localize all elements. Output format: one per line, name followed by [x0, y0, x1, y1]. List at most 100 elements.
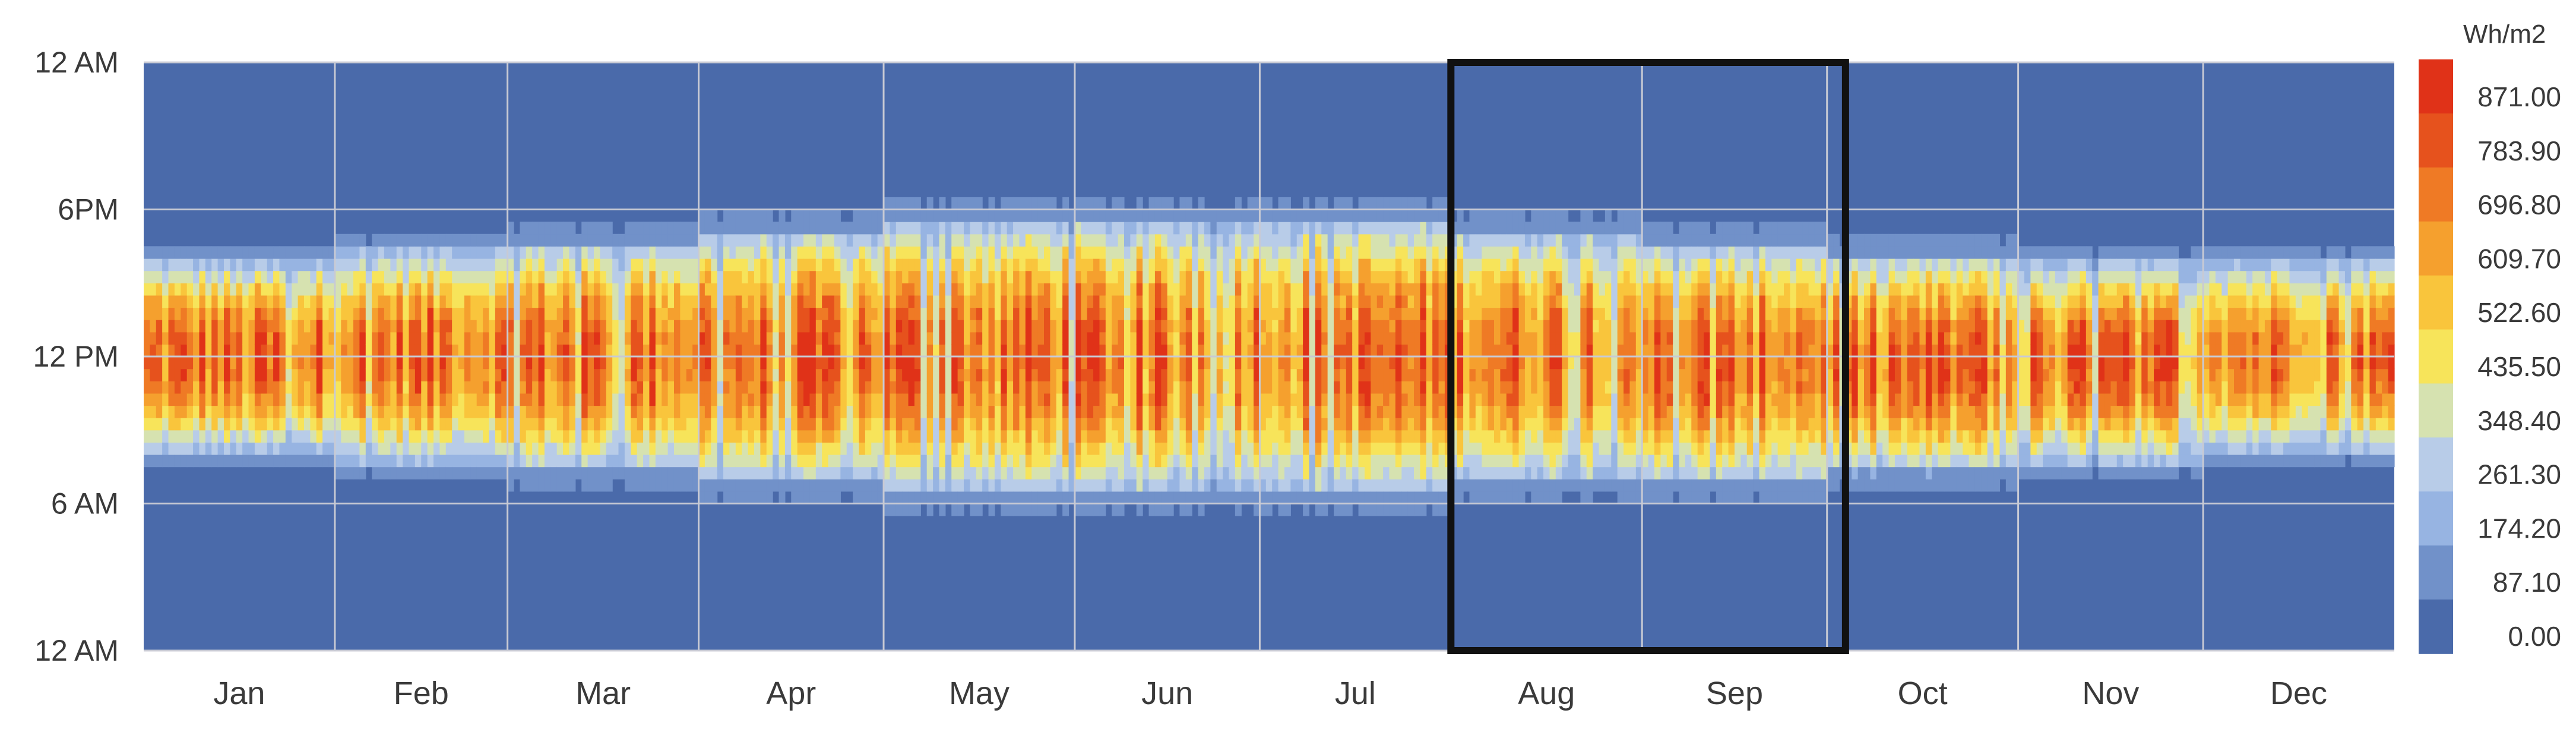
- heatmap-cell: [1013, 332, 1020, 345]
- heatmap-cell: [144, 246, 150, 259]
- heatmap-cell: [600, 455, 607, 468]
- heatmap-cell: [174, 246, 181, 259]
- heatmap-cell: [334, 307, 341, 320]
- heatmap-cell: [1025, 466, 1032, 479]
- heatmap-cell: [1376, 368, 1384, 381]
- heatmap-cell: [1265, 246, 1273, 259]
- heatmap-cell: [797, 295, 804, 308]
- heatmap-cell: [1488, 455, 1495, 468]
- heatmap-cell: [797, 393, 804, 406]
- heatmap-cell: [594, 258, 600, 272]
- heatmap-cell: [1482, 320, 1489, 333]
- heatmap-cell: [884, 197, 891, 210]
- heatmap-cell: [322, 381, 330, 394]
- heatmap-cell: [254, 381, 261, 394]
- heatmap-cell: [1309, 491, 1316, 504]
- heatmap-cell: [445, 418, 452, 431]
- heatmap-cell: [1315, 295, 1322, 308]
- heatmap-cell: [631, 466, 638, 479]
- heatmap-cell: [162, 368, 169, 381]
- heatmap-cell: [1062, 209, 1069, 222]
- heatmap-cell: [359, 455, 366, 468]
- heatmap-cell: [1401, 307, 1409, 320]
- heatmap-cell: [1358, 258, 1365, 272]
- heatmap-cell: [902, 270, 909, 283]
- heatmap-cell: [1185, 222, 1192, 235]
- heatmap-cell: [1463, 356, 1470, 370]
- heatmap-cell: [322, 270, 330, 283]
- heatmap-cell: [754, 368, 761, 381]
- heatmap-cell: [631, 344, 638, 357]
- heatmap-cell: [359, 466, 366, 479]
- heatmap-cell: [729, 368, 736, 381]
- heatmap-cell: [686, 393, 693, 406]
- heatmap-cell: [723, 455, 730, 468]
- heatmap-cell: [970, 466, 977, 479]
- heatmap-cell: [920, 283, 928, 296]
- heatmap-cell: [495, 466, 502, 479]
- heatmap-cell: [1056, 442, 1063, 455]
- heatmap-cell: [631, 246, 638, 259]
- heatmap-cell: [1401, 466, 1409, 479]
- heatmap-cell: [526, 307, 533, 320]
- heatmap-cell: [834, 491, 841, 504]
- heatmap-cell: [877, 332, 884, 345]
- heatmap-cell: [414, 332, 422, 345]
- heatmap-cell: [1407, 270, 1414, 283]
- heatmap-cell: [1143, 222, 1150, 235]
- heatmap-cell: [211, 270, 219, 283]
- heatmap-cell: [1105, 393, 1112, 406]
- heatmap-cell: [606, 442, 613, 455]
- heatmap-cell: [1469, 466, 1476, 479]
- heatmap-cell: [895, 393, 903, 406]
- heatmap-cell: [1420, 455, 1427, 468]
- heatmap-cell: [532, 405, 539, 418]
- heatmap-cell: [1143, 393, 1150, 406]
- heatmap-cell: [1118, 503, 1125, 516]
- heatmap-cell: [704, 222, 711, 235]
- heatmap-cell: [1154, 393, 1162, 406]
- heatmap-cell: [230, 270, 237, 283]
- heatmap-cell: [1044, 258, 1050, 272]
- heatmap-cell: [569, 393, 576, 406]
- heatmap-cell: [569, 466, 576, 479]
- heatmap-cell: [859, 258, 866, 272]
- heatmap-cell: [791, 418, 798, 431]
- heatmap-cell: [760, 479, 767, 492]
- heatmap-cell: [945, 393, 952, 406]
- heatmap-cell: [1223, 479, 1230, 492]
- heatmap-cell: [594, 442, 600, 455]
- heatmap-cell: [624, 258, 631, 272]
- heatmap-cell: [624, 381, 631, 394]
- heatmap-cell: [1019, 320, 1026, 333]
- heatmap-cell: [1081, 320, 1088, 333]
- heatmap-cell: [298, 368, 305, 381]
- heatmap-cell: [489, 356, 496, 370]
- heatmap-cell: [779, 307, 786, 320]
- heatmap-cell: [483, 381, 490, 394]
- heatmap-cell: [1309, 332, 1316, 345]
- heatmap-cell: [662, 381, 669, 394]
- heatmap-cell: [600, 332, 607, 345]
- heatmap-cell: [698, 442, 705, 455]
- heatmap-cell: [686, 344, 693, 357]
- heatmap-cell: [884, 418, 891, 431]
- heatmap-cell: [760, 491, 767, 504]
- heatmap-cell: [495, 283, 502, 296]
- heatmap-cell: [1395, 479, 1402, 492]
- heatmap-cell: [1482, 430, 1489, 443]
- heatmap-cell: [514, 233, 520, 247]
- heatmap-cell: [951, 283, 958, 296]
- heatmap-cell: [156, 405, 163, 418]
- heatmap-cell: [1321, 442, 1328, 455]
- heatmap-cell: [1112, 283, 1119, 296]
- heatmap-cell: [773, 295, 780, 308]
- heatmap-cell: [698, 209, 705, 222]
- heatmap-cell: [773, 270, 780, 283]
- heatmap-cell: [390, 258, 397, 272]
- heatmap-cell: [217, 455, 224, 468]
- heatmap-cell: [334, 283, 341, 296]
- heatmap-cell: [729, 418, 736, 431]
- heatmap-cell: [914, 466, 921, 479]
- heatmap-cell: [673, 344, 681, 357]
